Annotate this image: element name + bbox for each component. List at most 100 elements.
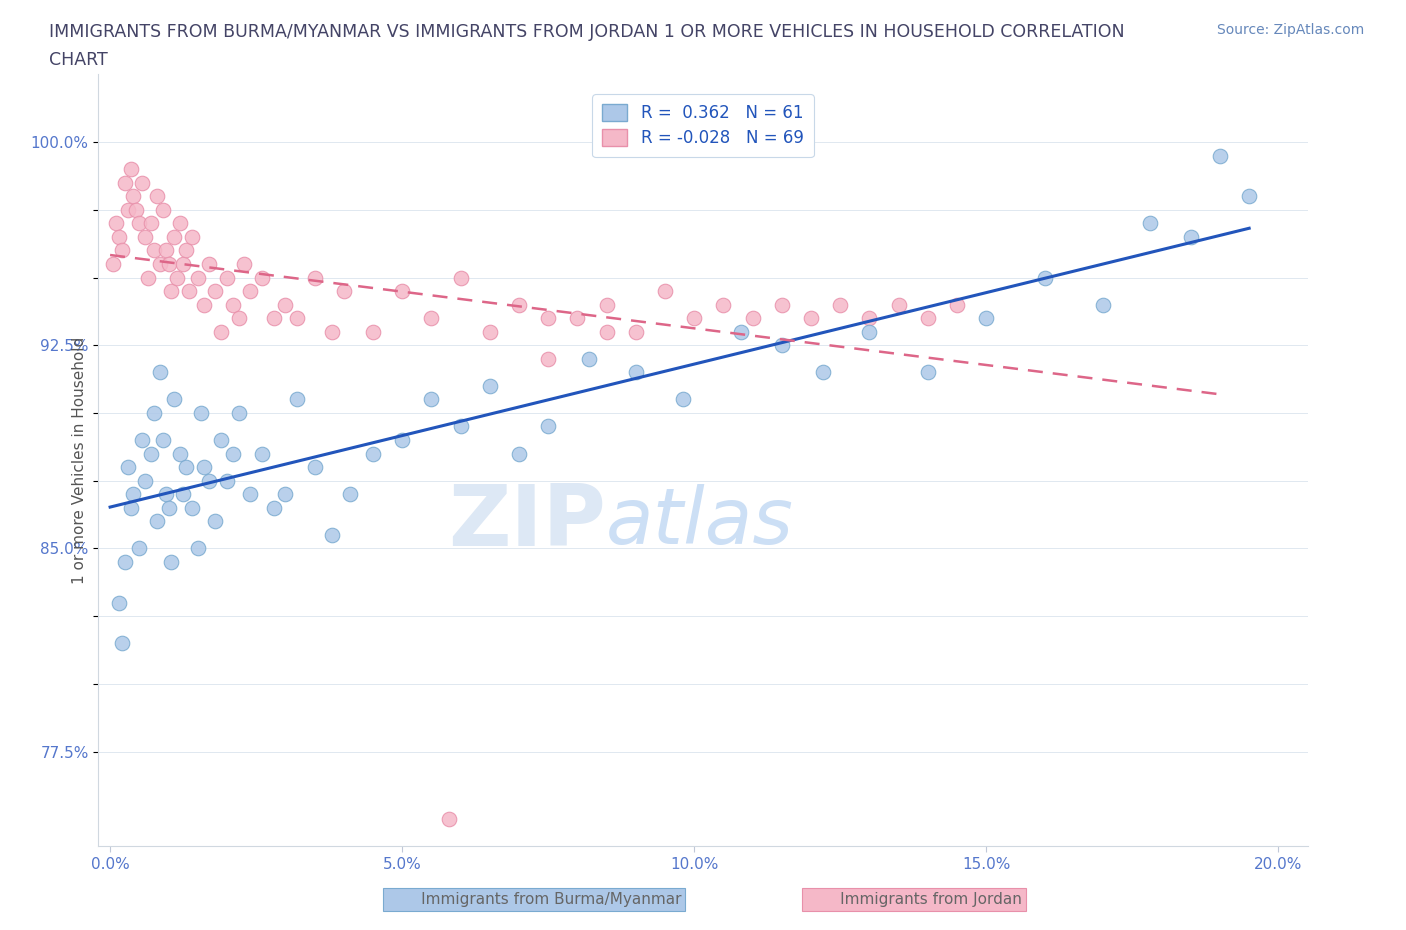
Point: [149, 365, 172, 379]
Text: Source: ZipAtlas.com: Source: ZipAtlas.com: [1216, 23, 1364, 37]
Point: [339, 486, 361, 501]
Point: [209, 325, 232, 339]
Point: [420, 392, 443, 406]
Point: [157, 257, 180, 272]
Point: [198, 473, 221, 488]
Point: [1237, 189, 1260, 204]
Point: [741, 311, 763, 325]
Point: [169, 216, 191, 231]
Point: [198, 257, 221, 272]
Point: [595, 325, 617, 339]
Point: [108, 230, 131, 245]
Point: [131, 432, 153, 447]
Point: [163, 392, 186, 406]
Point: [139, 216, 162, 231]
Text: Immigrants from Burma/Myanmar: Immigrants from Burma/Myanmar: [387, 892, 682, 907]
Point: [187, 541, 209, 556]
Point: [811, 365, 834, 379]
Point: [285, 392, 308, 406]
Point: [172, 486, 194, 501]
Point: [174, 243, 197, 258]
Point: [508, 446, 530, 461]
Point: [450, 270, 472, 285]
Point: [285, 311, 308, 325]
Point: [128, 541, 150, 556]
Point: [304, 270, 326, 285]
Point: [204, 284, 226, 299]
Point: [157, 500, 180, 515]
Point: [166, 270, 188, 285]
Text: IMMIGRANTS FROM BURMA/MYANMAR VS IMMIGRANTS FROM JORDAN 1 OR MORE VEHICLES IN HO: IMMIGRANTS FROM BURMA/MYANMAR VS IMMIGRA…: [49, 23, 1125, 41]
Point: [114, 554, 136, 569]
Point: [567, 311, 589, 325]
Point: [858, 325, 880, 339]
Point: [624, 365, 647, 379]
Point: [134, 473, 156, 488]
Point: [1092, 298, 1115, 312]
Point: [142, 405, 165, 420]
Point: [595, 298, 617, 312]
Point: [155, 486, 177, 501]
Point: [120, 500, 142, 515]
Point: [361, 446, 384, 461]
Point: [800, 311, 823, 325]
Point: [858, 311, 880, 325]
Point: [713, 298, 735, 312]
Point: [104, 216, 127, 231]
Point: [624, 325, 647, 339]
Point: [108, 595, 131, 610]
Point: [146, 189, 169, 204]
Point: [478, 325, 501, 339]
Point: [222, 446, 245, 461]
Point: [250, 270, 273, 285]
Point: [508, 298, 530, 312]
Point: [163, 230, 186, 245]
Point: [114, 175, 136, 190]
Point: [187, 270, 209, 285]
Point: [204, 514, 226, 529]
Point: [321, 527, 343, 542]
Point: [134, 230, 156, 245]
Point: [172, 257, 194, 272]
Point: [131, 175, 153, 190]
Point: [193, 298, 215, 312]
Point: [180, 500, 202, 515]
Point: [152, 203, 174, 218]
Point: [1033, 270, 1056, 285]
Point: [332, 284, 354, 299]
Point: [304, 459, 326, 474]
Point: [122, 189, 145, 204]
Point: [437, 812, 460, 827]
Point: [169, 446, 191, 461]
Point: [222, 298, 245, 312]
Point: [671, 392, 693, 406]
Point: [274, 298, 297, 312]
Point: [537, 419, 560, 434]
Point: [152, 432, 174, 447]
Point: [149, 257, 172, 272]
Point: [101, 257, 124, 272]
Point: [1139, 216, 1161, 231]
Point: [263, 500, 285, 515]
Point: [887, 298, 910, 312]
Point: [142, 243, 165, 258]
Point: [215, 473, 238, 488]
Point: [830, 298, 852, 312]
Point: [578, 352, 600, 366]
Point: [974, 311, 997, 325]
Point: [228, 311, 250, 325]
Point: [654, 284, 676, 299]
Point: [233, 257, 256, 272]
Point: [146, 514, 169, 529]
Point: [250, 446, 273, 461]
Text: atlas: atlas: [606, 485, 794, 560]
Point: [361, 325, 384, 339]
Point: [478, 379, 501, 393]
Point: [1209, 148, 1232, 163]
Point: [136, 270, 159, 285]
Point: [111, 636, 134, 651]
Point: [391, 284, 413, 299]
Point: [155, 243, 177, 258]
Point: [420, 311, 443, 325]
Point: [239, 284, 262, 299]
